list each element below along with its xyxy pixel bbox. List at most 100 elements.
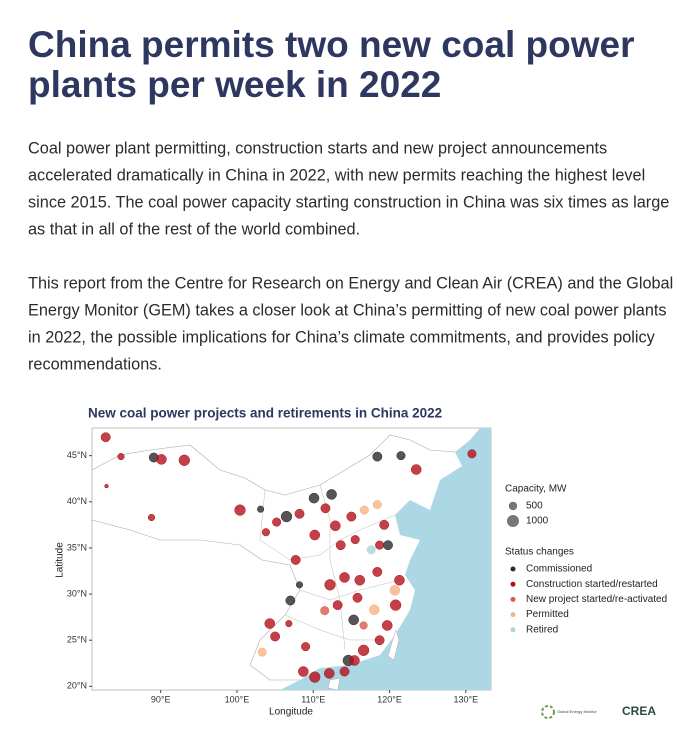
plant-point <box>359 505 369 515</box>
plant-point <box>339 572 350 583</box>
paragraph-line: accelerated dramatically in China in 202… <box>28 166 645 184</box>
y-tick-label: 25°N <box>67 635 87 645</box>
paragraph-line: Coal power plant permitting, constructio… <box>28 139 607 157</box>
plant-point <box>290 555 301 565</box>
x-tick-label: 110°E <box>301 694 325 704</box>
y-tick-label: 30°N <box>67 588 87 598</box>
plant-point <box>389 585 401 596</box>
legend-label: Commissioned <box>526 564 592 575</box>
plant-point <box>280 510 293 523</box>
plant-point <box>350 535 360 545</box>
plant-point <box>178 454 190 466</box>
plant-point <box>372 451 383 462</box>
paragraph-line: as that in all of the rest of the world … <box>28 220 360 238</box>
legend-key <box>510 566 516 572</box>
size-legend-key <box>508 501 518 511</box>
figure-title: New coal power projects and retirements … <box>88 406 442 421</box>
plant-point <box>381 620 393 631</box>
plant-point <box>396 451 406 461</box>
plant-point <box>104 483 109 489</box>
legend-label: Construction started/restarted <box>526 579 658 590</box>
plant-point <box>308 492 320 504</box>
plant-point <box>374 635 385 646</box>
paragraph-line: Energy Monitor (GEM) takes a closer look… <box>28 301 667 319</box>
crea-logo: CREA <box>622 704 656 718</box>
plant-point <box>285 620 293 628</box>
plant-point <box>272 517 282 527</box>
title-line: China permits two new coal power <box>28 24 635 65</box>
plant-point <box>390 599 402 611</box>
plant-point <box>366 545 376 555</box>
plant-point <box>330 520 341 532</box>
x-tick-label: 90°E <box>151 694 171 704</box>
paragraph-line: in 2022, the possible implications for C… <box>28 328 656 346</box>
title-line: plants per week in 2022 <box>28 64 441 105</box>
paragraph-line: since 2015. The coal power capacity star… <box>28 193 669 211</box>
plant-point <box>257 647 267 657</box>
plant-point <box>379 519 390 530</box>
plant-point <box>324 579 336 591</box>
legend-title: Status changes <box>505 547 574 558</box>
plant-point <box>346 511 357 522</box>
plant-point <box>359 621 368 630</box>
plant-point <box>264 618 276 629</box>
plant-point <box>285 595 296 606</box>
plant-point <box>354 574 366 586</box>
plant-point <box>467 449 477 459</box>
plant-point <box>352 592 363 603</box>
plant-point <box>257 505 265 513</box>
plant-point <box>294 508 305 519</box>
plant-point <box>295 581 304 589</box>
plant-point <box>147 513 156 522</box>
plant-point <box>372 500 382 510</box>
plant-point <box>326 489 337 500</box>
plant-point <box>410 464 422 475</box>
legend-label: New project started/re-activated <box>526 594 667 605</box>
gem-logo: Global Energy Monitor <box>557 709 597 714</box>
y-tick-label: 35°N <box>67 542 87 552</box>
plant-point <box>368 604 380 616</box>
plant-point <box>309 671 321 683</box>
legend-label: Retired <box>526 624 558 635</box>
plant-point <box>335 540 346 551</box>
plant-point <box>100 432 111 443</box>
y-tick-label: 40°N <box>67 496 87 506</box>
plant-point <box>117 453 125 461</box>
legend-title: Capacity, MW <box>505 484 567 495</box>
plant-point <box>383 540 393 551</box>
plant-point <box>270 631 281 642</box>
plant-point <box>372 567 383 577</box>
plant-point <box>301 642 311 652</box>
plant-point <box>320 503 331 514</box>
plant-point <box>394 574 405 586</box>
plant-point <box>309 529 321 541</box>
plant-point <box>349 655 360 666</box>
legend-key <box>510 612 516 618</box>
y-tick-label: 45°N <box>67 450 87 460</box>
size-legend-label: 500 <box>526 501 543 512</box>
x-axis-label: Longitude <box>269 707 313 718</box>
map-background <box>91 427 492 691</box>
legend-key <box>510 627 516 633</box>
plant-point <box>234 504 246 516</box>
plant-point <box>261 528 270 537</box>
plant-point <box>348 614 359 626</box>
legend-label: Permitted <box>526 609 569 620</box>
legend-key <box>510 596 516 602</box>
logos: Global Energy Monitor CREA <box>541 704 656 719</box>
plant-point <box>332 600 343 611</box>
x-tick-label: 130°E <box>454 694 479 704</box>
plant-point <box>298 666 309 677</box>
size-legend-label: 1000 <box>526 516 549 527</box>
plant-point <box>375 540 385 550</box>
legend-key <box>510 581 516 587</box>
plant-point <box>320 606 330 616</box>
y-tick-label: 20°N <box>67 681 87 691</box>
plant-point <box>156 454 167 465</box>
paragraph-line: This report from the Centre for Research… <box>28 274 673 292</box>
plant-point <box>339 666 350 677</box>
size-legend-key <box>506 514 520 528</box>
paragraph-line: recommendations. <box>28 355 162 373</box>
plant-point <box>323 668 335 679</box>
